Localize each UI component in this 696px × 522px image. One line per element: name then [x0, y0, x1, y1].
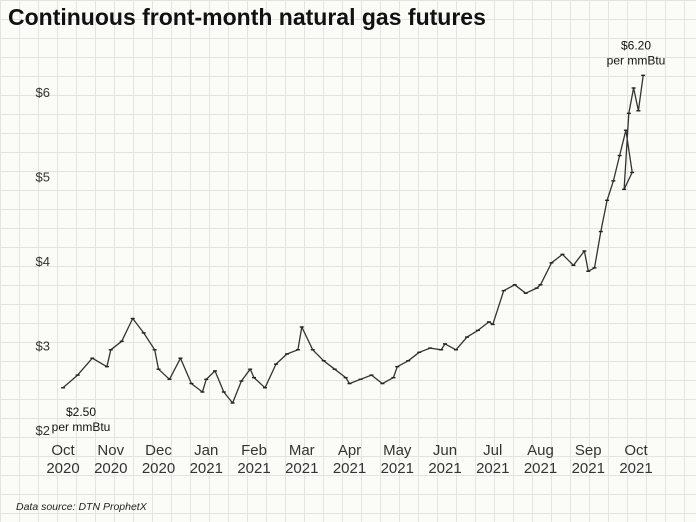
- x-tick-label-month: Sep: [575, 442, 602, 459]
- x-tick-label-year: 2021: [381, 460, 414, 477]
- x-tick-label-month: Jul: [483, 442, 502, 459]
- y-tick-label: $4: [36, 254, 50, 269]
- x-tick-label-month: Oct: [624, 442, 648, 459]
- annotation-text: $2.50: [66, 405, 96, 419]
- annotation-text: $6.20: [621, 38, 651, 52]
- x-tick-label-year: 2021: [619, 460, 652, 477]
- x-tick-label-month: Aug: [527, 442, 554, 459]
- x-tick-label-year: 2021: [237, 460, 270, 477]
- x-tick-label-month: Jun: [433, 442, 457, 459]
- x-tick-label-year: 2020: [142, 460, 175, 477]
- x-tick-label-month: Feb: [241, 442, 267, 459]
- x-tick-label-year: 2021: [285, 460, 318, 477]
- x-tick-label-year: 2021: [333, 460, 366, 477]
- y-tick-label: $2: [36, 423, 50, 438]
- x-tick-label-year: 2020: [94, 460, 127, 477]
- x-tick-label-year: 2021: [190, 460, 223, 477]
- x-tick-label-year: 2021: [428, 460, 461, 477]
- x-tick-label-month: Dec: [145, 442, 172, 459]
- chart-title: Continuous front-month natural gas futur…: [8, 4, 486, 30]
- x-tick-label-month: Jan: [194, 442, 218, 459]
- annotation-text: per mmBtu: [607, 53, 666, 67]
- x-tick-label-month: Mar: [289, 442, 315, 459]
- y-tick-label: $6: [36, 85, 50, 100]
- x-tick-label-month: May: [383, 442, 412, 459]
- x-tick-label-year: 2021: [572, 460, 605, 477]
- x-tick-label-month: Oct: [51, 442, 75, 459]
- y-tick-label: $3: [36, 339, 50, 354]
- annotation-text: per mmBtu: [52, 420, 111, 434]
- data-source-note: Data source: DTN ProphetX: [16, 501, 147, 513]
- y-tick-label: $5: [36, 170, 50, 185]
- price-series-line: [62, 75, 644, 404]
- x-tick-label-year: 2021: [476, 460, 509, 477]
- x-tick-label-year: 2021: [524, 460, 557, 477]
- x-tick-label-month: Nov: [97, 442, 124, 459]
- x-tick-label-year: 2020: [46, 460, 79, 477]
- x-tick-label-month: Apr: [338, 442, 361, 459]
